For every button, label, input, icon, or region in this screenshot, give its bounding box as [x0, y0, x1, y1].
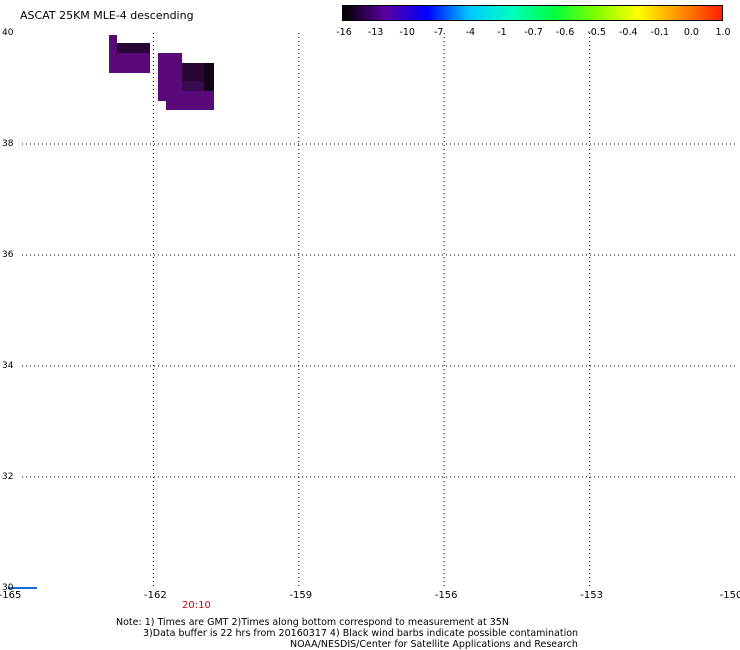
wind-cell [117, 43, 150, 53]
wind-cell [109, 35, 117, 44]
credit-line: NOAA/NESDIS/Center for Satellite Applica… [290, 639, 578, 650]
wind-swath-data [109, 35, 214, 110]
latitude-tick-label: 40 [2, 28, 14, 38]
longitude-tick-label: -165 [0, 590, 22, 601]
note-line-1: Note: 1) Times are GMT 2)Times along bot… [116, 617, 509, 628]
longitude-tick-label: -153 [580, 590, 603, 601]
longitude-tick-label: -159 [289, 590, 313, 601]
colorbar-label: -13 [367, 27, 384, 38]
map-title: ASCAT 25KM MLE-4 descending [20, 9, 194, 22]
colorbar-label: -16 [336, 27, 352, 38]
latitude-tick-label: 36 [2, 250, 14, 260]
colorbar-label: 1.0 [715, 27, 731, 38]
colorbar-label: -0.4 [618, 27, 638, 38]
colorbar-label: -0.5 [587, 27, 606, 38]
latitude-tick-label: 32 [2, 472, 14, 482]
colorbar [342, 5, 723, 21]
colorbar-label: -1 [497, 27, 507, 38]
latitude-tick-label: 38 [2, 139, 14, 149]
longitude-tick-label: -150 [719, 590, 740, 601]
wind-cell [182, 81, 204, 91]
colorbar-label: -10 [399, 27, 415, 38]
wind-cell [204, 63, 214, 91]
longitude-tick-label: -156 [434, 590, 458, 601]
latitude-tick-label: 34 [2, 361, 14, 371]
time-label: 20:10 [182, 600, 211, 611]
note-line-2: 3)Data buffer is 22 hrs from 20160317 4)… [143, 628, 579, 639]
colorbar-label: 0.0 [683, 27, 699, 38]
colorbar-label: -0.7 [524, 27, 543, 38]
colorbar-label: -7 [434, 27, 444, 38]
longitude-tick-label: -162 [144, 590, 167, 601]
colorbar-label: -4 [465, 27, 476, 38]
graticule [22, 33, 735, 588]
latitude-tick-label: 30 [2, 583, 14, 593]
colorbar-label: -0.6 [555, 27, 575, 38]
colorbar-label: -0.1 [650, 27, 670, 38]
